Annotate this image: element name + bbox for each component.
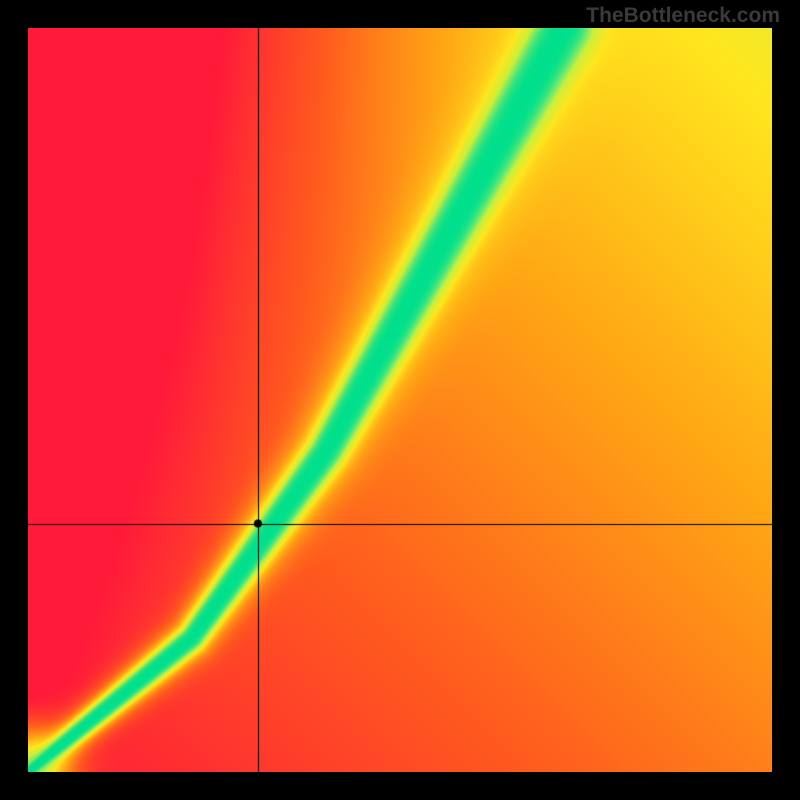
- bottleneck-heatmap: [28, 28, 772, 772]
- watermark-text: TheBottleneck.com: [586, 4, 780, 28]
- chart-container: { "watermark": "TheBottleneck.com", "cha…: [0, 0, 800, 800]
